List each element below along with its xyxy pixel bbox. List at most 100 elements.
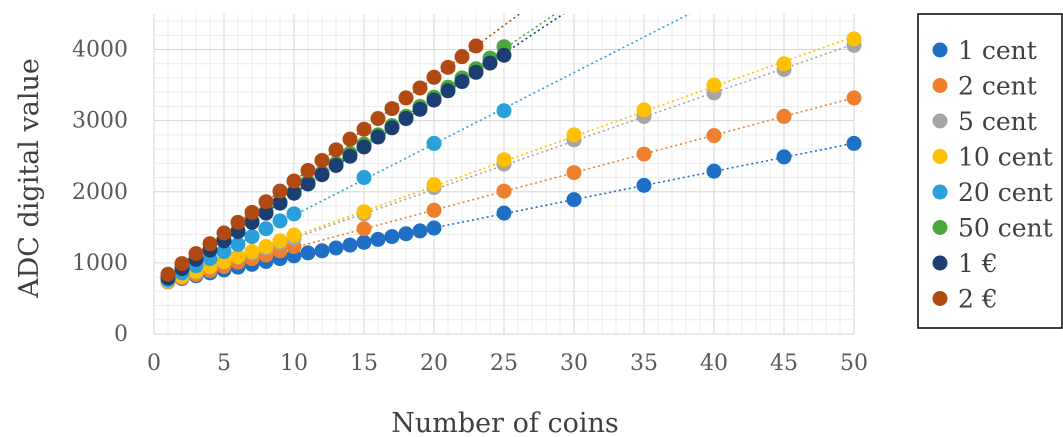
data-point [846,135,862,151]
data-point [636,177,652,193]
data-point [272,233,288,249]
tick-labels: 0 5 10 15 20 25 30 35 40 45 50 0 1000 2000 3000 4000 [72,38,868,376]
data-point [356,221,372,237]
data-point [272,195,288,211]
legend-label: 2 € [958,285,998,314]
data-point [706,128,722,144]
data-point [216,225,232,241]
trendline [167,14,691,281]
data-point [398,90,414,106]
data-point [300,162,316,178]
data-point [384,120,400,136]
data-point [384,101,400,117]
data-point [160,266,176,282]
trendlines [167,14,854,283]
y-axis-title: ADC digital value [14,58,45,299]
y-tick-label: 4000 [72,38,128,63]
data-point [258,239,274,255]
data-point [440,83,456,99]
legend-label: 5 cent [958,107,1037,136]
data-point [384,229,400,245]
data-point [412,223,428,239]
x-tick-label: 35 [630,351,658,376]
data-point [412,80,428,96]
data-point [300,245,316,261]
data-point [440,59,456,75]
data-point [496,205,512,221]
data-point [342,148,358,164]
x-tick-label: 20 [420,351,448,376]
data-point [314,152,330,168]
data-point [398,226,414,242]
data-point [286,227,302,243]
data-point [566,127,582,143]
data-point [776,149,792,165]
legend-marker [932,113,948,129]
data-point [174,256,190,272]
data-point [370,231,386,247]
data-point [202,236,218,252]
data-points [160,31,862,290]
data-point [342,237,358,253]
legend-marker [932,42,948,58]
x-tick-label: 50 [840,351,868,376]
data-point [328,240,344,256]
legend-label: 20 cent [958,178,1053,207]
trendline [167,14,557,279]
data-point [272,213,288,229]
x-tick-label: 0 [147,351,161,376]
data-point [356,234,372,250]
data-point [230,248,246,264]
data-point [426,69,442,85]
data-point [426,92,442,108]
y-tick-label: 2000 [72,180,128,205]
data-point [846,31,862,47]
y-tick-label: 1000 [72,251,128,276]
data-point [496,152,512,168]
data-point [356,139,372,155]
trendline [167,14,521,275]
data-point [426,177,442,193]
data-point [776,56,792,72]
legend-marker [932,149,948,164]
x-axis-title: Number of coins [391,408,618,437]
data-point [258,221,274,237]
legend-marker [932,220,948,235]
data-point [636,146,652,162]
data-point [482,55,498,71]
legend-label: 2 cent [958,72,1037,101]
data-point [328,142,344,158]
data-point [468,64,484,80]
legend-marker [932,184,948,200]
data-point [496,183,512,199]
data-point [636,102,652,118]
data-point [706,77,722,93]
legend-frame [917,13,1063,329]
data-point [244,244,260,260]
x-tick-label: 30 [560,351,588,376]
legend-label: 50 cent [958,214,1053,243]
data-point [328,157,344,173]
x-tick-label: 45 [770,351,798,376]
data-point [216,244,232,260]
x-tick-label: 10 [280,351,308,376]
data-point [258,194,274,210]
x-tick-label: 40 [700,351,728,376]
data-point [496,103,512,119]
data-point [286,185,302,201]
data-point [566,192,582,208]
data-point [356,204,372,220]
data-point [286,206,302,222]
legend-marker [932,78,948,93]
legend-label: 1 cent [958,36,1037,65]
data-point [258,205,274,221]
data-point [398,111,414,127]
data-point [426,202,442,218]
data-point [426,220,442,236]
data-point [314,167,330,183]
data-point [370,129,386,145]
y-tick-label: 0 [114,322,128,347]
data-point [706,163,722,179]
data-point [188,246,204,262]
data-point [496,47,512,63]
